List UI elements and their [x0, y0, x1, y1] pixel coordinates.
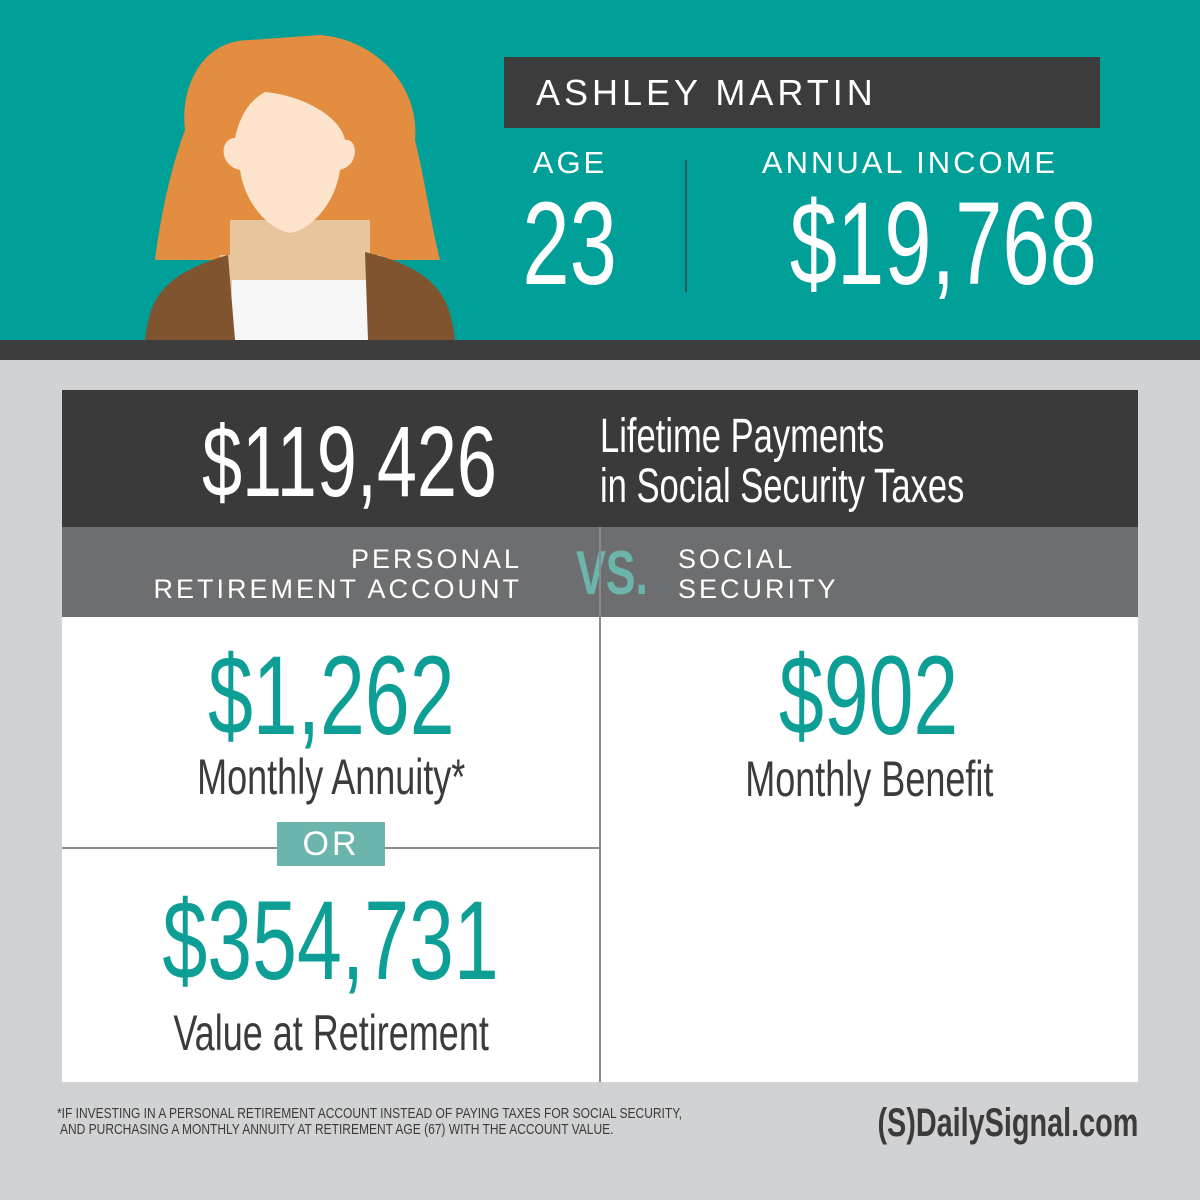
retirement-value: $354,731	[162, 878, 500, 1003]
retirement-label: Value at Retirement	[173, 1005, 489, 1061]
comparison-panel: $119,426 Lifetime Payments in Social Sec…	[62, 390, 1138, 1082]
income-label: ANNUAL INCOME	[761, 145, 1059, 180]
dailysignal-logo[interactable]: (S)DailySignal.com	[877, 1101, 1138, 1145]
left-heading-line1: PERSONAL	[350, 544, 522, 574]
benefit-amount: $902	[779, 633, 959, 758]
lifetime-banner: $119,426 Lifetime Payments in Social Sec…	[62, 390, 1138, 527]
header-divider	[685, 160, 687, 292]
footnote-line2: AND PURCHASING A MONTHLY ANNUITY AT RETI…	[60, 1121, 614, 1138]
vs-label: VS.	[575, 539, 648, 608]
profile-header	[0, 0, 1200, 340]
lifetime-amount: $119,426	[202, 406, 497, 518]
age-label: AGE	[532, 145, 608, 180]
left-heading-line2: RETIREMENT ACCOUNT	[153, 574, 522, 604]
benefit-label: Monthly Benefit	[744, 751, 994, 807]
lifetime-line2: in Social Security Taxes	[600, 460, 965, 514]
annuity-amount: $1,262	[207, 633, 455, 758]
lifetime-line1: Lifetime Payments	[600, 410, 885, 463]
header-divider-bar	[0, 340, 1200, 360]
profile-name: ASHLEY MARTIN	[504, 57, 1100, 128]
right-heading-line1: SOCIAL	[678, 544, 796, 574]
income-value: $19,768	[789, 178, 1097, 310]
right-heading-line2: SECURITY	[678, 574, 839, 604]
age-value: 23	[522, 178, 618, 310]
annuity-label: Monthly Annuity*	[196, 749, 466, 805]
or-label: OR	[277, 822, 385, 866]
footnote-line1: *IF INVESTING IN A PERSONAL RETIREMENT A…	[57, 1105, 683, 1122]
avatar-illustration	[145, 35, 455, 340]
column-divider	[599, 527, 601, 1082]
